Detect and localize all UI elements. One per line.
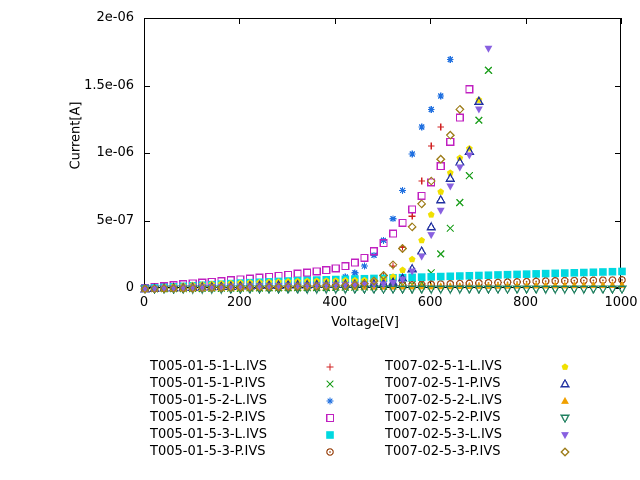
- series-3: [140, 85, 474, 292]
- legend-item-label: T005-01-5-1-P.IVS: [150, 376, 266, 391]
- y-axis-tick: [144, 153, 150, 154]
- legend-item-marker: [310, 443, 350, 460]
- legend-item-label: T005-01-5-3-L.IVS: [150, 427, 267, 442]
- x-axis-tick: [239, 18, 241, 24]
- legend-item-label: T005-01-5-1-L.IVS: [150, 359, 267, 374]
- data-points-layer: [139, 45, 628, 295]
- legend-item: T007-02-5-3-P.IVS: [385, 443, 620, 460]
- y-axis-tick: [144, 220, 150, 222]
- legend-item-marker: [545, 426, 585, 443]
- legend-item: T005-01-5-1-L.IVS: [150, 358, 385, 375]
- legend-item-label: T007-02-5-3-P.IVS: [385, 444, 501, 459]
- legend-item-marker: [310, 426, 350, 443]
- x-axis-tick-label: 200: [226, 295, 252, 310]
- series-11: [140, 104, 465, 294]
- plot-area: [139, 18, 628, 295]
- legend-item-label: T007-02-5-1-P.IVS: [385, 376, 501, 391]
- legend-item-label: T007-02-5-2-L.IVS: [385, 393, 502, 408]
- y-axis-tick: [615, 153, 621, 154]
- legend-item: T005-01-5-1-P.IVS: [150, 375, 385, 392]
- legend-item-label: T007-02-5-1-L.IVS: [385, 359, 502, 374]
- y-axis-tick-label: 2e-06: [96, 10, 134, 25]
- legend-item: T007-02-5-1-L.IVS: [385, 358, 620, 375]
- legend-item-label: T007-02-5-3-L.IVS: [385, 427, 502, 442]
- series-7: [139, 95, 484, 293]
- x-axis-title: Voltage[V]: [331, 315, 399, 330]
- legend-item: T005-01-5-3-L.IVS: [150, 426, 385, 443]
- legend-item-marker: [310, 358, 350, 375]
- x-axis-tick-label: 1000: [604, 295, 638, 310]
- y-axis-tick: [615, 288, 621, 289]
- x-axis-tick: [525, 18, 527, 24]
- y-axis-tick-label: 0: [125, 280, 134, 295]
- legend-column-right: T007-02-5-1-L.IVS T007-02-5-1-P.IVS T007-0…: [385, 358, 620, 460]
- legend-item-marker: [545, 358, 585, 375]
- legend-item: T007-02-5-3-L.IVS: [385, 426, 620, 443]
- y-axis-tick: [615, 220, 621, 222]
- legend-item-marker: [310, 392, 350, 409]
- y-axis-tick-label: 1.5e-06: [84, 77, 134, 93]
- legend-item-label: T005-01-5-2-P.IVS: [150, 410, 266, 425]
- legend-item-marker: [545, 375, 585, 392]
- legend-item-marker: [545, 392, 585, 409]
- x-axis-tick-label: 800: [513, 295, 538, 310]
- x-axis-tick-label: 400: [322, 295, 348, 310]
- legend-item: T007-02-5-1-P.IVS: [385, 375, 620, 392]
- y-axis-tick: [615, 85, 621, 87]
- legend-item-label: T005-01-5-3-P.IVS: [150, 444, 266, 459]
- legend-item: T007-02-5-2-L.IVS: [385, 392, 620, 409]
- x-axis-tick-label: 0: [139, 295, 149, 310]
- x-axis-tick: [430, 18, 432, 24]
- legend-item-label: T005-01-5-2-L.IVS: [150, 393, 267, 408]
- legend-item: T005-01-5-2-P.IVS: [150, 409, 385, 426]
- series-0: [141, 123, 445, 293]
- legend-item: T007-02-5-2-P.IVS: [385, 409, 620, 426]
- x-axis-tick-label: 600: [417, 295, 443, 310]
- series-2: [141, 56, 454, 292]
- legend-item: T005-01-5-2-L.IVS: [150, 392, 385, 409]
- legend-item-marker: [310, 409, 350, 426]
- legend: T005-01-5-1-L.IVS T005-01-5-1-P.IVS T005-0…: [150, 358, 620, 460]
- x-axis-tick: [334, 18, 336, 24]
- y-axis-tick: [144, 85, 150, 87]
- x-axis-tick: [621, 18, 622, 24]
- legend-item-marker: [545, 443, 585, 460]
- legend-item-label: T007-02-5-2-P.IVS: [385, 410, 501, 425]
- legend-column-left: T005-01-5-1-L.IVS T005-01-5-1-P.IVS T005-0…: [150, 358, 385, 460]
- legend-item-marker: [310, 375, 350, 392]
- series-6: [141, 96, 483, 292]
- series-1: [141, 66, 493, 293]
- y-axis-tick-label: 1e-06: [96, 145, 134, 160]
- legend-item: T005-01-5-3-P.IVS: [150, 443, 385, 460]
- legend-item-marker: [545, 409, 585, 426]
- y-axis-tick-label: 5e-07: [96, 212, 134, 228]
